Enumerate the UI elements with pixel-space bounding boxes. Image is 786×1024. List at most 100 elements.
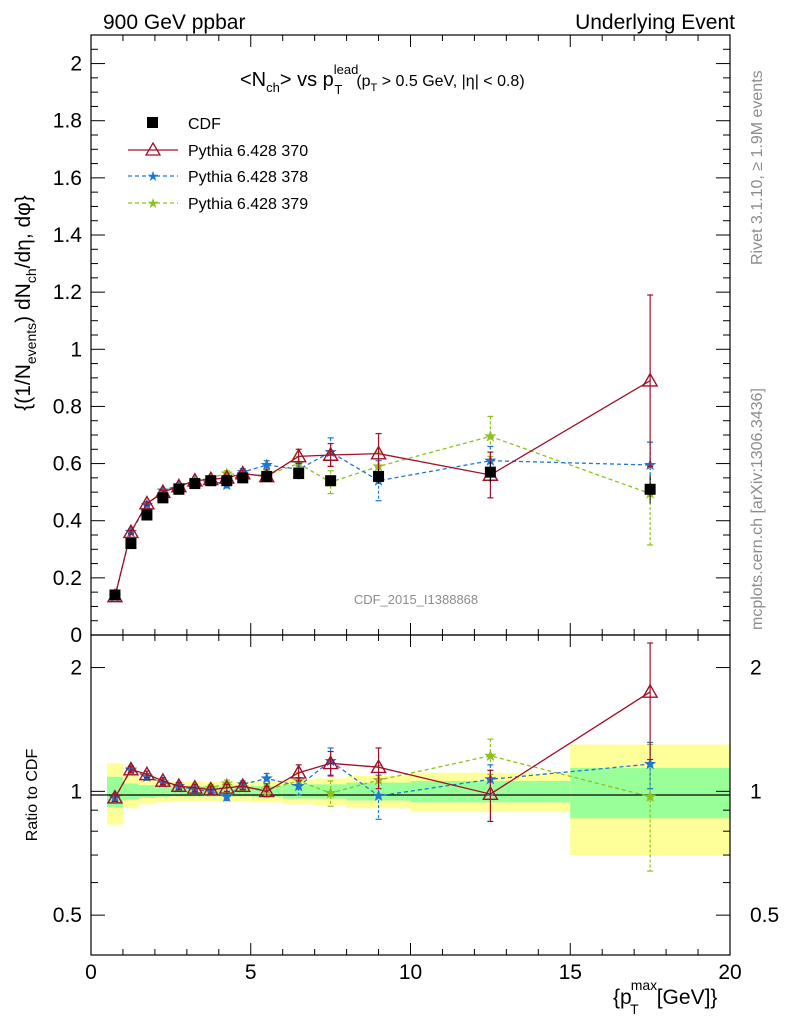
ratio-370-point	[170, 777, 188, 793]
cdf-point	[221, 475, 233, 487]
main-y-tick-label: 0.6	[53, 453, 82, 476]
main-series	[106, 294, 659, 603]
cdf-point	[237, 472, 249, 484]
main-frame	[90, 34, 731, 636]
main-y-tick-label: 1	[70, 338, 82, 361]
main-y-tick-label: 1.8	[53, 110, 82, 133]
legend-379-marker: ★	[147, 195, 160, 211]
ratio-370-point	[234, 777, 251, 793]
x-tick-label: 10	[399, 961, 422, 984]
ratio-series	[106, 642, 659, 872]
main-y-tick-label: 0.8	[53, 395, 82, 418]
ratio-378-point	[372, 789, 385, 802]
main-panel: 0 0.2 0.4 0.6 0.8 1 1.2 1.4 1.6 1.8 2 <Nch> vs ple…	[12, 34, 731, 647]
ratio-378-point	[260, 772, 273, 784]
uncertainty-band-inner	[138, 785, 155, 798]
ratio-y-tick-label-right: 2	[750, 657, 762, 680]
ratio-379-point	[644, 790, 657, 802]
main-y-tick-label: 1.6	[53, 167, 82, 190]
series-379-point	[484, 430, 497, 442]
cdf-point	[125, 538, 137, 550]
ratio-370-point	[290, 764, 307, 779]
ratio-y-tick-label-right: 0.5	[750, 904, 779, 927]
series-370-point	[641, 372, 659, 387]
uncertainty-band-inner	[122, 783, 139, 800]
legend-379-label: Pythia 6.428 379	[188, 196, 308, 213]
series-370-point	[370, 445, 387, 460]
ratio-y-tick-label-right: 1	[750, 780, 762, 803]
cdf-point	[141, 509, 153, 521]
ratio-379-point	[484, 749, 497, 761]
main-y-tick-label: 1.4	[53, 224, 83, 247]
x-tick-label: 5	[245, 961, 257, 984]
ratio-370-point	[154, 772, 172, 787]
legend-cdf-label: CDF	[188, 116, 221, 133]
cdf-point	[261, 470, 273, 482]
x-tick-label: 0	[85, 961, 97, 984]
ratio-370-point	[122, 761, 140, 776]
ratio-378-point	[292, 779, 305, 792]
main-y-tick-label: 1.2	[53, 281, 82, 304]
legend-378-label: Pythia 6.428 378	[188, 169, 308, 186]
chart-title: <Nch> vs plead T (pT > 0.5 GeV, |η| < 0.8)	[240, 62, 525, 97]
main-y-tick-label: 0.2	[53, 567, 82, 590]
ratio-y-tick-label: 1	[70, 780, 82, 803]
ratio-370-point	[138, 765, 156, 781]
main-y-ticks: 0 0.2 0.4 0.6 0.8 1 1.2 1.4 1.6 1.8 2	[53, 34, 730, 647]
legend: CDF Pythia 6.428 370 ★ Pythia 6.428 378 …	[128, 116, 308, 213]
cdf-point	[484, 466, 496, 478]
ratio-y-tick-label: 2	[70, 657, 82, 680]
cdf-point	[373, 470, 385, 482]
ratio-370-point	[218, 779, 235, 794]
ratio-370-point	[482, 785, 499, 801]
header-left: 900 GeV ppbar	[103, 11, 245, 34]
cdf-point	[205, 475, 217, 487]
side-label-mcplots: mcplots.cern.ch [arXiv:1306.3436]	[749, 388, 766, 630]
cdf-point	[109, 589, 121, 601]
ratio-y-tick-label: 0.5	[53, 904, 82, 927]
uncertainty-band-inner	[154, 786, 171, 797]
ratio-370-point	[641, 683, 659, 698]
ratio-378-point	[220, 790, 233, 802]
main-y-tick-label: 0.4	[53, 510, 83, 533]
cdf-point	[644, 483, 656, 495]
side-label-rivet: Rivet 3.1.10, ≥ 1.9M events	[749, 70, 766, 265]
main-x-ticks	[90, 35, 731, 635]
ratio-panel: 0 5 10 15 20 0.5 0.5 1 1 2 2 Ratio to CDF {pmax T[…	[24, 634, 779, 1017]
legend-cdf-marker	[147, 117, 158, 128]
x-axis-label: {pmax T [GeV]}	[613, 977, 717, 1017]
ratio-370-point	[258, 782, 275, 798]
cdf-point	[293, 468, 305, 480]
series-370-point	[122, 523, 140, 539]
ratio-370-point	[202, 781, 220, 796]
ratio-370-point	[106, 789, 124, 804]
x-tick-label: 15	[559, 961, 582, 984]
series-370-point	[290, 448, 307, 463]
cdf-point	[189, 478, 201, 490]
ratio-y-axis-label: Ratio to CDF	[24, 749, 41, 842]
watermark: CDF_2015_I1388868	[354, 592, 478, 607]
x-tick-label: 20	[718, 961, 741, 984]
legend-370-label: Pythia 6.428 370	[188, 143, 308, 160]
ratio-x-ticks: 0 5 10 15 20	[85, 635, 742, 984]
y-axis-label: {(1/Nevents) dNch/dη, dφ}	[12, 195, 39, 411]
main-y-tick-label: 2	[70, 53, 82, 76]
ratio-bands	[106, 744, 730, 856]
series-379-line	[114, 435, 651, 597]
ratio-379-point	[324, 786, 337, 799]
header-right: Underlying Event	[575, 11, 735, 34]
series-378-point	[260, 458, 273, 471]
cdf-point	[157, 492, 169, 504]
cdf-point	[173, 483, 185, 495]
legend-378-marker: ★	[147, 168, 160, 184]
ratio-370-point	[322, 754, 339, 770]
main-y-tick-label: 0	[70, 624, 82, 647]
cdf-point	[325, 475, 337, 487]
ratio-y-ticks: 0.5 0.5 1 1 2 2	[53, 657, 779, 928]
series-370-point	[138, 495, 156, 510]
ratio-370-point	[186, 779, 204, 794]
ratio-370-point	[370, 758, 387, 774]
series-370-point	[322, 446, 339, 461]
